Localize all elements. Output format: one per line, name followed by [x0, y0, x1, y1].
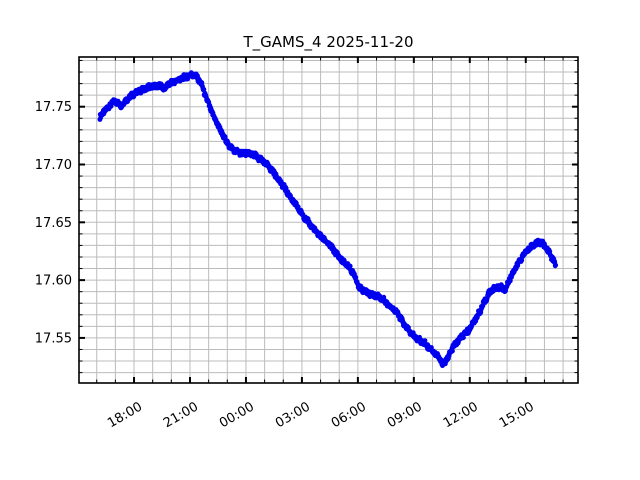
time-series-plot: 17.55 17.60 17.65 17.70 17.75 18:00 21:00 00:00… — [35, 56, 579, 428]
svg-text:17.55: 17.55 — [35, 331, 72, 346]
chart-title: T_GAMS_4 2025-11-20 — [243, 33, 414, 51]
svg-text:17.75: 17.75 — [35, 100, 72, 115]
stats-row: Last 17.61 Mean(10) 17.62 Max 17.78 Min … — [0, 430, 640, 460]
svg-text:03:00: 03:00 — [273, 399, 313, 428]
svg-text:17.60: 17.60 — [35, 274, 72, 289]
svg-text:18:00: 18:00 — [105, 399, 145, 428]
svg-text:09:00: 09:00 — [385, 399, 425, 428]
svg-text:00:00: 00:00 — [217, 399, 257, 428]
svg-text:21:00: 21:00 — [161, 399, 201, 428]
svg-text:06:00: 06:00 — [329, 399, 369, 428]
svg-text:17.70: 17.70 — [35, 158, 72, 173]
svg-text:12:00: 12:00 — [441, 399, 481, 428]
svg-text:17.65: 17.65 — [35, 216, 72, 231]
svg-text:15:00: 15:00 — [497, 399, 537, 428]
